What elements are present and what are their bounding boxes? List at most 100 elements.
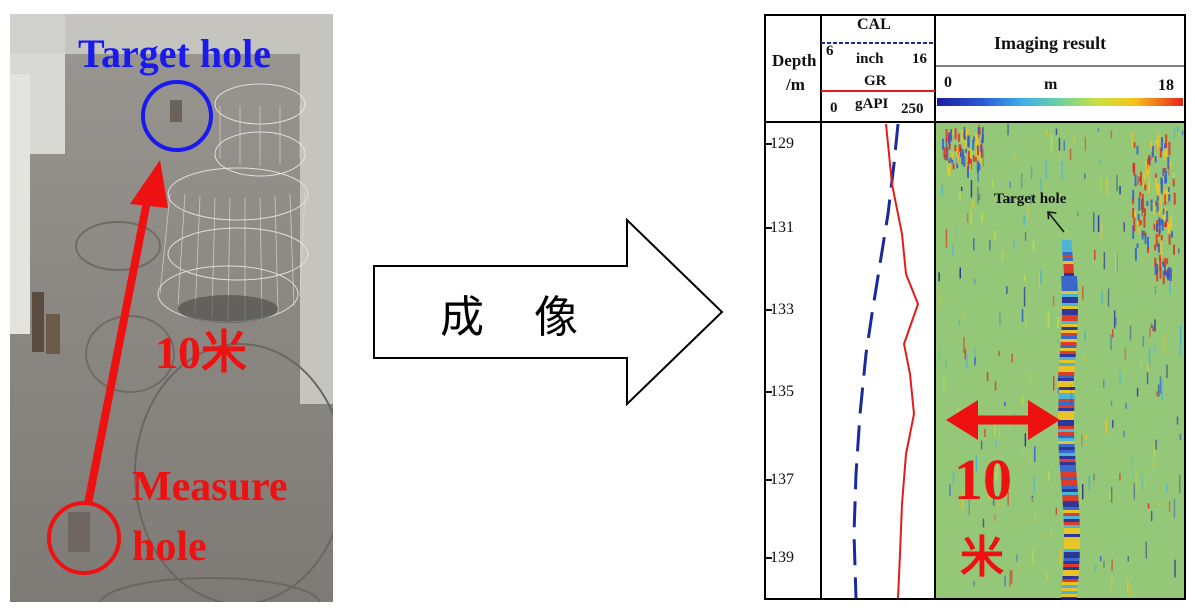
- imaging-noise-cluster-mark: [1164, 143, 1166, 149]
- imaging-noise-mark: [1097, 127, 1100, 132]
- imaging-noise-mark: [978, 193, 981, 201]
- imaging-noise-cluster-mark: [948, 143, 951, 150]
- imaging-noise-mark: [1103, 379, 1105, 388]
- imaging-noise-mark: [959, 267, 961, 279]
- imaging-noise-mark: [1031, 495, 1034, 503]
- imaging-noise-mark: [982, 148, 985, 167]
- imaging-noise-mark: [1163, 335, 1166, 354]
- imaging-noise-mark: [1094, 249, 1096, 260]
- imaging-reflector-mark: [1059, 363, 1075, 366]
- imaging-noise-cluster-mark: [1150, 142, 1152, 148]
- imaging-noise-mark: [977, 168, 979, 182]
- imaging-noise-mark: [1084, 173, 1086, 179]
- imaging-noise-mark: [1013, 155, 1015, 160]
- imaging-reflector-mark: [1058, 447, 1075, 450]
- imaging-reflector-mark: [1062, 570, 1079, 573]
- gr-scale-unit: gAPI: [855, 96, 889, 112]
- measure-hole-label-line2: hole: [132, 524, 207, 570]
- imaging-noise-mark: [1084, 137, 1087, 151]
- imaging-noise-cluster-mark: [951, 152, 954, 160]
- imaging-reflector-mark: [1060, 597, 1077, 600]
- imaging-noise-cluster-mark: [1134, 210, 1136, 218]
- imaging-noise-mark: [1065, 229, 1067, 235]
- imaging-noise-mark: [1130, 456, 1133, 466]
- imaging-noise-mark: [1153, 443, 1156, 460]
- imaging-reflector-mark: [1064, 273, 1074, 276]
- imaging-reflector-mark: [1063, 522, 1080, 525]
- imaging-noise-cluster-mark: [976, 161, 979, 173]
- imaging-reflector-mark: [1063, 561, 1080, 564]
- imaging-noise-mark: [1155, 439, 1157, 450]
- imaging-reflector-mark: [1062, 309, 1078, 312]
- imaging-noise-mark: [1116, 175, 1118, 192]
- imaging-noise-mark: [999, 491, 1001, 500]
- target-annotation-arrow: [1047, 211, 1065, 233]
- imaging-noise-mark: [1105, 419, 1108, 435]
- imaging-noise-mark: [1058, 137, 1061, 151]
- imaging-noise-mark: [974, 348, 976, 363]
- imaging-noise-mark: [1031, 497, 1033, 506]
- imaging-noise-mark: [994, 514, 996, 522]
- imaging-noise-mark: [1165, 139, 1167, 158]
- imaging-noise-mark: [1146, 372, 1149, 385]
- imaging-noise-mark: [1132, 469, 1134, 475]
- imaging-noise-cluster-mark: [1157, 134, 1160, 139]
- imaging-noise-mark: [966, 213, 969, 223]
- imaging-noise-mark: [1006, 286, 1008, 294]
- imaging-noise-mark: [1176, 416, 1179, 425]
- imaging-noise-mark: [1088, 475, 1090, 491]
- imaging-noise-cluster-mark: [1147, 158, 1150, 170]
- imaging-noise-cluster-mark: [978, 127, 981, 135]
- imaging-noise-cluster-mark: [1156, 185, 1159, 196]
- gr-curve: [885, 123, 920, 599]
- imaging-reflector-mark: [1063, 519, 1080, 522]
- imaging-noise-cluster-mark: [1167, 224, 1170, 233]
- imaging-noise-cluster-mark: [1167, 186, 1170, 193]
- imaging-noise-mark: [1123, 222, 1125, 232]
- imaging-noise-cluster-mark: [1134, 174, 1137, 187]
- imaging-noise-mark: [1145, 541, 1147, 559]
- imaging-noise-cluster-mark: [1158, 217, 1161, 223]
- imaging-noise-mark: [1030, 193, 1032, 204]
- imaging-noise-mark: [1069, 148, 1072, 161]
- imaging-reflector-mark: [1060, 339, 1077, 342]
- imaging-reflector-mark: [1062, 576, 1079, 579]
- imaging-noise-mark: [1173, 127, 1176, 139]
- imaging-reflector-mark: [1058, 369, 1075, 372]
- imaging-noise-cluster-mark: [1141, 230, 1144, 240]
- imaging-reflector-mark: [1064, 534, 1080, 537]
- imaging-noise-cluster-mark: [1163, 257, 1166, 267]
- imaging-noise-cluster-mark: [1162, 215, 1165, 221]
- imaging-noise-mark: [1154, 285, 1157, 294]
- imaging-noise-mark: [1033, 476, 1035, 494]
- imaging-noise-mark: [1141, 475, 1144, 491]
- imaging-noise-cluster-mark: [1166, 258, 1169, 265]
- imaging-reflector-mark: [1063, 546, 1080, 549]
- imaging-noise-mark: [1073, 135, 1075, 145]
- imaging-noise-mark: [970, 464, 973, 478]
- imaging-reflector-mark: [1061, 288, 1078, 291]
- measure-hole-circle: [47, 501, 121, 575]
- imaging-scale-max: 18: [1158, 77, 1174, 94]
- imaging-noise-mark: [1162, 202, 1165, 210]
- imaging-noise-mark: [1131, 131, 1133, 148]
- imaging-noise-cluster-mark: [1170, 215, 1172, 229]
- imaging-noise-mark: [972, 200, 974, 207]
- imaging-noise-mark: [988, 484, 990, 500]
- imaging-noise-cluster-mark: [1142, 183, 1145, 189]
- imaging-noise-cluster-mark: [1162, 168, 1165, 177]
- imaging-noise-mark: [1168, 501, 1171, 512]
- imaging-noise-mark: [1025, 313, 1027, 329]
- imaging-noise-cluster-mark: [969, 157, 972, 170]
- imaging-noise-cluster-mark: [981, 127, 984, 140]
- imaging-noise-mark: [1034, 446, 1036, 463]
- imaging-noise-cluster-mark: [967, 165, 969, 178]
- imaging-noise-mark: [991, 179, 994, 188]
- imaging-noise-mark: [1100, 175, 1102, 195]
- imaging-reflector-mark: [1061, 588, 1078, 591]
- imaging-noise-mark: [1007, 491, 1009, 506]
- imaging-noise-mark: [1107, 288, 1110, 307]
- imaging-noise-mark: [1127, 556, 1129, 562]
- imaging-noise-mark: [994, 419, 996, 438]
- imaging-noise-cluster-mark: [1172, 178, 1175, 187]
